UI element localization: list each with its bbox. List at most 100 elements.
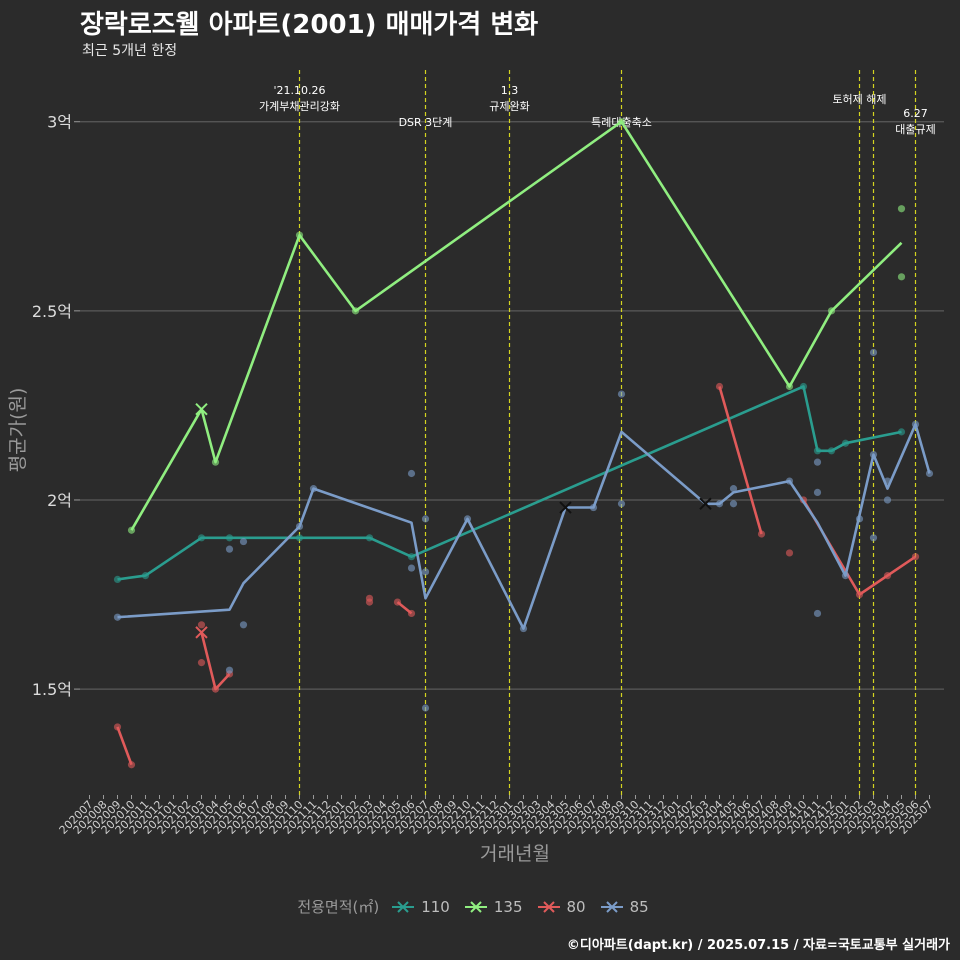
data-point [827,447,836,455]
data-point [869,348,878,357]
data-point [799,382,808,391]
series-layer [113,118,934,769]
series-line [718,386,763,535]
data-point [897,428,906,436]
data-point [211,685,220,693]
series-80 [113,382,920,769]
data-point [225,534,234,542]
y-tick-label: 3억 [47,113,72,132]
data-point [239,621,248,629]
series-line [130,120,903,531]
data-point [197,659,206,667]
series-85 [113,348,934,712]
data-point [785,382,794,391]
data-point [617,390,626,398]
x-axis-label: 거래년월 [480,843,550,865]
data-point [365,598,374,606]
data-point [617,118,626,126]
data-point [729,500,738,508]
y-tick-label: 2.5억 [32,302,72,321]
data-point [925,469,934,478]
data-point [813,609,822,618]
event-label: '21.10.26 [273,84,325,97]
legend-item-80: 80 [537,898,586,916]
data-point [463,515,472,523]
data-point [225,666,234,674]
event-label: 1.3 [501,84,519,97]
data-point [841,439,850,447]
series-line [117,422,931,630]
data-point [883,477,892,485]
legend-label: 80 [566,897,586,916]
data-point [911,553,920,561]
data-point [351,307,360,315]
data-point [407,469,416,478]
data-point [421,704,430,712]
data-point [715,382,724,391]
data-point [239,537,248,546]
data-point [855,515,864,523]
data-point [813,488,822,497]
legend-label: 85 [629,897,649,916]
series-line [200,632,231,691]
data-point [869,534,878,542]
chart-title: 장락로즈웰 아파트(2001) 매매가격 변화 [80,10,539,40]
data-point [841,572,850,580]
data-point [197,534,206,542]
data-point [421,515,430,523]
data-point [197,621,206,629]
cross-marker [195,402,208,416]
legend-label: 135 [493,897,523,916]
data-point [813,458,822,466]
data-point [225,545,234,553]
data-point [141,572,150,580]
data-point [295,522,304,531]
legend-title: 전용면적(㎡) [297,898,380,916]
data-point [407,553,416,561]
legend-label: 110 [421,897,450,916]
legend-key-icon [392,900,415,913]
data-point [365,534,374,542]
cross-marker [559,501,572,514]
axis-labels: 1.5억2억2.5억3억2020072020082020092020102020… [32,113,936,837]
legend-key-icon [464,900,487,913]
series-line [116,726,133,766]
event-label: DSR 3단계 [399,116,453,129]
data-point [127,526,136,534]
data-point [421,568,430,576]
legend-key-icon [600,900,623,913]
data-point [295,534,304,542]
data-point [785,549,794,557]
cross-marker [699,497,712,510]
source-caption: ©디아파트(dapt.kr) / 2025.07.15 / 자료=국토교통부 실… [566,938,950,953]
data-point [813,447,822,455]
legend-item-135: 135 [464,898,523,916]
data-point [883,496,892,504]
data-point [127,761,136,769]
data-point [113,613,122,621]
data-point [729,485,738,493]
data-point [211,458,220,466]
data-point [393,598,402,606]
data-point [855,590,864,599]
legend-item-85: 85 [600,898,649,916]
data-point [883,572,892,580]
data-point [113,575,122,584]
event-label: 규제완화 [489,100,529,113]
data-point [617,500,626,508]
y-tick-label: 2억 [47,491,72,510]
data-point [295,231,304,239]
data-point [757,530,766,538]
grid-lines [74,121,944,799]
event-label: 토허제 해제 [832,92,886,106]
data-point [715,500,724,508]
data-point [785,477,794,485]
data-point [897,273,906,281]
event-label: 가계부채관리강화 [259,100,340,113]
data-point [519,624,528,633]
data-point [869,450,878,459]
cross-marker [195,626,208,639]
data-point [897,205,906,213]
